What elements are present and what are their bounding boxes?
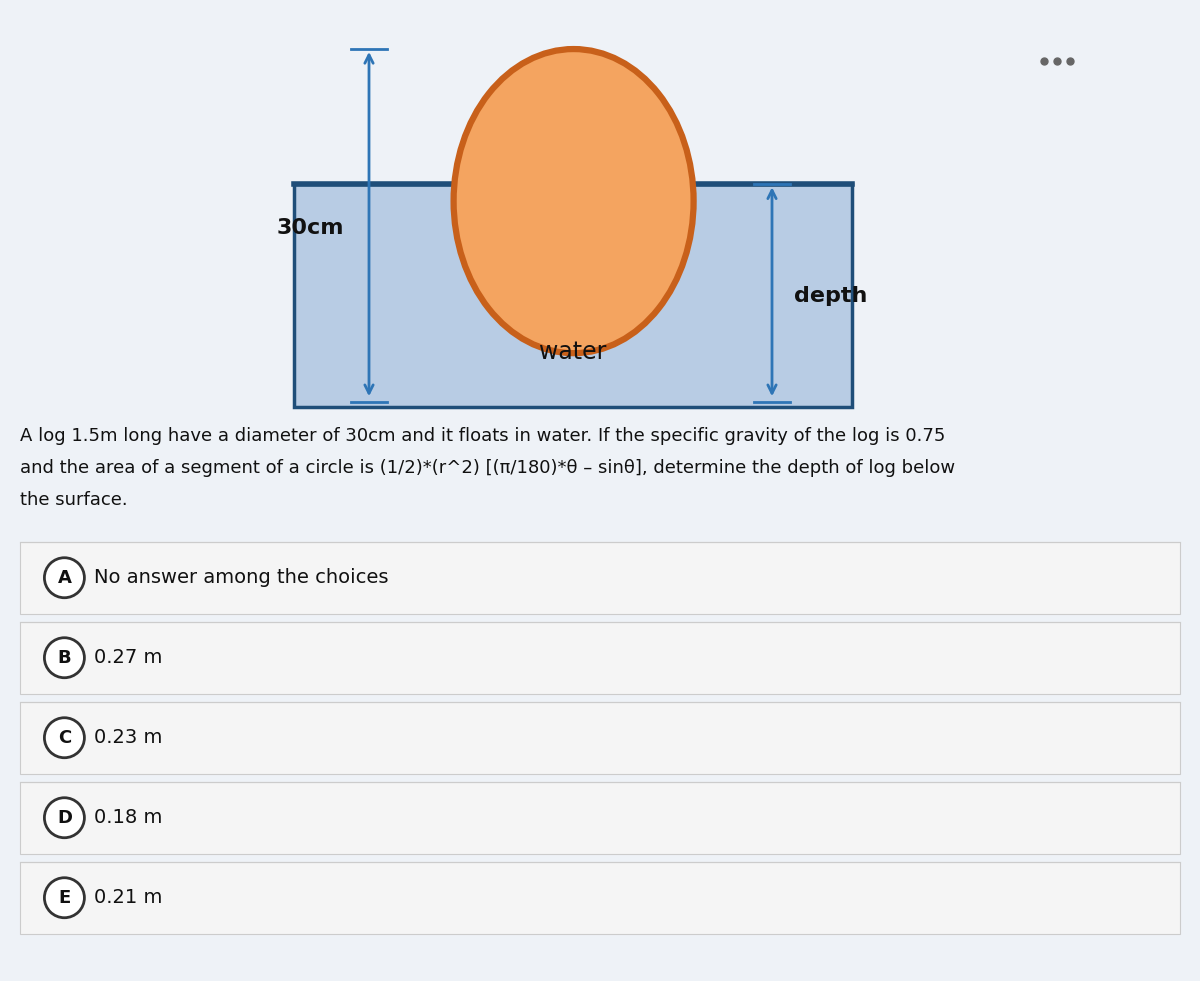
- Text: 0.23 m: 0.23 m: [95, 728, 163, 748]
- Text: B: B: [58, 648, 71, 667]
- Text: 0.21 m: 0.21 m: [95, 888, 163, 907]
- Bar: [20, 782, 1180, 853]
- Circle shape: [44, 878, 84, 918]
- Circle shape: [44, 718, 84, 757]
- Bar: [294, 184, 852, 407]
- Text: 0.27 m: 0.27 m: [95, 648, 163, 667]
- Bar: [20, 622, 1180, 694]
- Bar: [20, 701, 1180, 774]
- Text: 0.18 m: 0.18 m: [95, 808, 163, 827]
- Text: depth: depth: [794, 285, 868, 306]
- Text: A log 1.5m long have a diameter of 30cm and it floats in water. If the specific : A log 1.5m long have a diameter of 30cm …: [20, 427, 946, 444]
- Text: C: C: [58, 729, 71, 747]
- Bar: [20, 861, 1180, 934]
- Text: 30cm: 30cm: [276, 218, 344, 238]
- Text: the surface.: the surface.: [20, 490, 128, 509]
- Text: A: A: [58, 569, 71, 587]
- Ellipse shape: [454, 49, 694, 353]
- Circle shape: [44, 798, 84, 838]
- Text: and the area of a segment of a circle is (1/2)*(r^2) [(π/180)*θ – sinθ], determi: and the area of a segment of a circle is…: [20, 459, 955, 477]
- Circle shape: [44, 558, 84, 597]
- Text: water: water: [539, 340, 607, 364]
- Text: E: E: [59, 889, 71, 906]
- Bar: [20, 542, 1180, 614]
- Text: No answer among the choices: No answer among the choices: [95, 568, 389, 588]
- Circle shape: [44, 638, 84, 678]
- Text: D: D: [56, 808, 72, 827]
